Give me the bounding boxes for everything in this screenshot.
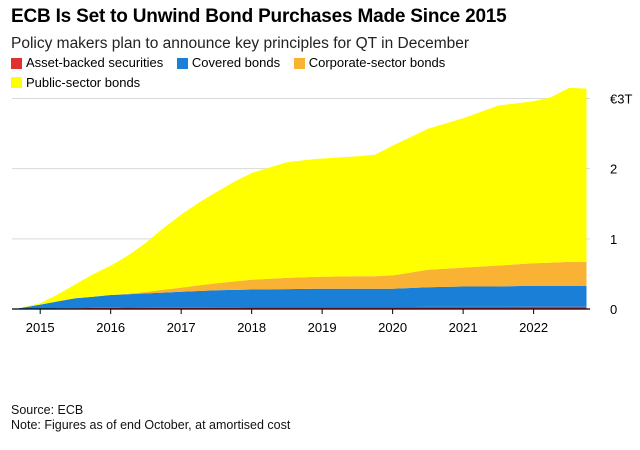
legend-label: Covered bonds [191,55,281,70]
x-tick-label: 2020 [378,320,407,335]
chart-subtitle: Policy makers plan to announce key princ… [11,35,470,52]
y-tick-label: 1 [610,232,617,247]
footnote: Note: Figures as of end October, at amor… [11,418,291,432]
y-tick-label: €3T [610,92,632,107]
legend-item-corporate: Corporate-sector bonds [293,54,446,72]
x-tick-label: 2015 [26,320,55,335]
x-tick-label: 2017 [167,320,196,335]
source-note: Source: ECB [11,403,84,417]
area-corporate-sector-bonds [19,261,587,309]
legend-item-covered: Covered bonds [176,54,281,72]
legend-swatch [11,77,22,88]
legend-swatch [293,57,305,69]
legend-item-asset-backed: Asset-backed securities [11,54,163,72]
y-tick-label: 2 [610,162,617,177]
area-covered-bonds [19,285,587,309]
legend: Asset-backed securities Covered bonds Co… [11,54,571,93]
y-axis: 0 1 2 €3T [610,92,632,317]
area-series [19,87,587,309]
legend-swatch [176,57,188,69]
area-public-sector-bonds [19,87,587,309]
x-tick-label: 2021 [449,320,478,335]
legend-item-public: Public-sector bonds [11,74,140,92]
x-axis: 2015 2016 2017 2018 2019 2020 2021 2022 [12,308,590,335]
x-tick-label: 2019 [308,320,337,335]
chart-title: ECB Is Set to Unwind Bond Purchases Made… [11,6,507,27]
x-tick-label: 2022 [519,320,548,335]
x-tick-label: 2016 [96,320,125,335]
legend-label: Corporate-sector bonds [308,55,446,70]
legend-label: Asset-backed securities [26,55,164,70]
x-tick-label: 2018 [237,320,266,335]
legend-swatch [11,57,22,69]
legend-label: Public-sector bonds [26,74,141,90]
y-tick-label: 0 [610,302,617,317]
